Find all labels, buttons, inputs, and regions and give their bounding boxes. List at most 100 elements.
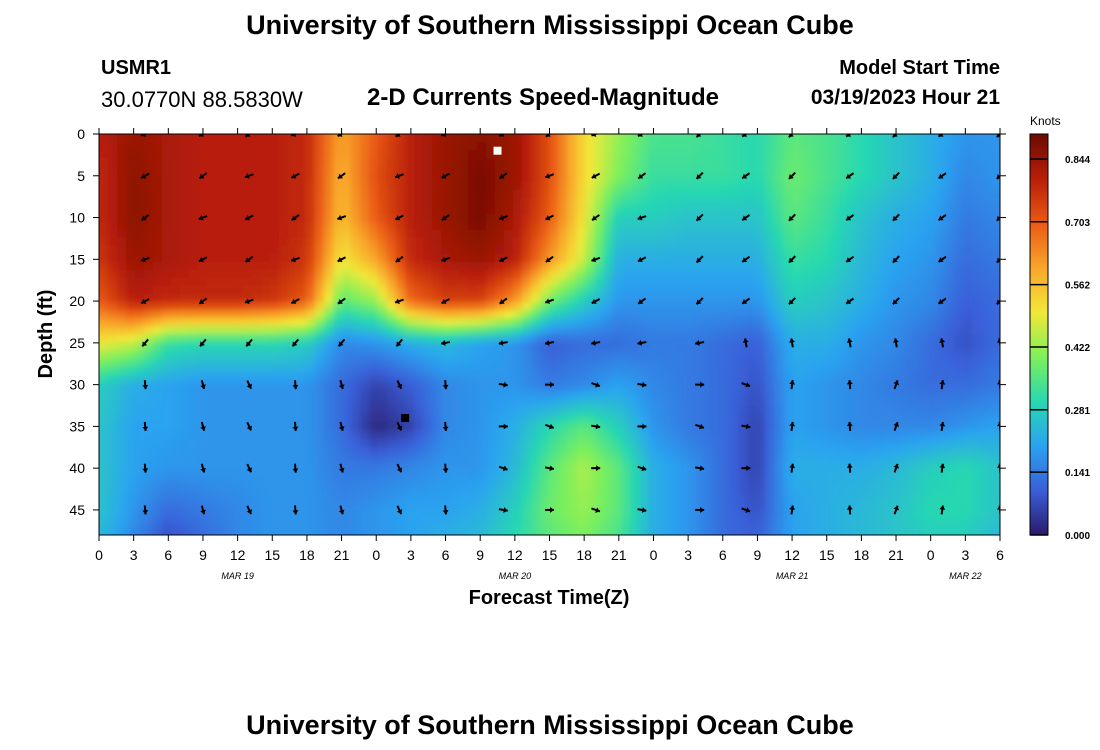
colorbar-tick-label: 0.422: [1065, 343, 1090, 354]
current-vector-arrow: [741, 465, 751, 472]
current-vector-arrow: [637, 214, 647, 221]
current-vector-arrow: [498, 381, 508, 388]
y-tick-label: 15: [69, 251, 85, 267]
current-vector-arrow: [245, 338, 253, 347]
current-vector-arrow: [846, 505, 853, 515]
date-label: MAR 21: [776, 571, 809, 581]
current-vector-arrow: [291, 338, 300, 347]
current-vector-arrow: [198, 134, 206, 137]
current-vector-arrow: [695, 171, 704, 180]
current-vector-arrow: [198, 297, 208, 305]
current-vector-arrow: [337, 214, 347, 221]
current-vector-arrow: [442, 421, 449, 431]
current-vector-arrow: [199, 338, 207, 347]
current-vector-arrow: [244, 214, 254, 221]
current-vector-arrow: [742, 338, 749, 348]
current-vector-arrow: [939, 463, 946, 473]
current-vector-arrow: [395, 134, 402, 138]
current-vector-arrow: [846, 421, 853, 431]
current-vector-arrow: [290, 298, 300, 305]
current-vector-arrow: [498, 214, 508, 221]
current-vector-arrow: [695, 506, 705, 513]
current-vector-arrow: [591, 214, 600, 221]
x-tick-label: 9: [754, 547, 762, 563]
current-vector-arrow: [200, 463, 206, 473]
current-vector-arrow: [140, 214, 150, 221]
current-vector-arrow: [544, 298, 555, 305]
current-vector-arrow: [695, 465, 705, 472]
current-vector-arrow: [637, 507, 647, 513]
current-vector-arrow: [741, 214, 751, 221]
current-vector-arrow: [741, 134, 748, 138]
current-vector-arrow: [937, 255, 947, 263]
current-vector-arrow: [637, 256, 647, 263]
current-vector-arrow: [545, 506, 554, 513]
current-vector-arrow: [244, 173, 254, 179]
x-tick-label: 12: [507, 547, 523, 563]
current-vector-arrow: [198, 172, 208, 180]
x-tick-label: 0: [927, 547, 935, 563]
current-vector-arrow: [637, 423, 647, 430]
chart-subtitle: 2-D Currents Speed-Magnitude: [367, 84, 720, 111]
x-tick-label: 18: [854, 547, 870, 563]
current-vector-arrow: [893, 338, 899, 348]
current-vector-arrow: [394, 298, 404, 305]
current-vector-arrow: [937, 214, 947, 221]
current-vector-arrow: [441, 298, 450, 305]
current-vector-arrow: [544, 423, 555, 430]
x-tick-label: 0: [650, 547, 658, 563]
current-vector-arrow: [789, 380, 796, 390]
current-vector-arrow: [788, 297, 796, 305]
x-axis-label: Forecast Time(Z): [469, 587, 630, 609]
current-vector-arrow: [545, 214, 554, 221]
current-vector-arrow: [789, 338, 795, 348]
current-vector-arrow: [591, 465, 601, 472]
x-tick-label: 15: [819, 547, 835, 563]
current-vector-arrow: [893, 505, 899, 515]
current-vector-arrow: [290, 172, 300, 179]
current-vector-arrow: [939, 421, 946, 431]
current-vector-arrow: [142, 380, 149, 390]
current-vector-arrow: [442, 505, 449, 515]
current-vector-arrow: [498, 256, 508, 263]
x-tick-label: 15: [264, 547, 280, 563]
model-start-label: Model Start Time: [839, 57, 1000, 79]
current-vector-arrow: [244, 298, 254, 305]
current-vector-arrow: [637, 297, 647, 305]
current-vector-arrow: [892, 255, 900, 264]
current-vector-arrow: [394, 214, 404, 221]
colorbar-tick-label: 0.562: [1065, 281, 1090, 292]
current-vector-arrow: [544, 173, 555, 179]
current-vector-arrow: [591, 256, 601, 263]
speed-heatmap: [99, 134, 1000, 535]
current-vector-arrow: [996, 257, 1000, 264]
current-vector-arrow: [440, 256, 451, 263]
current-vector-arrow: [845, 297, 855, 305]
current-vector-arrow: [200, 421, 206, 432]
current-vector-arrow: [695, 381, 705, 388]
current-vector-arrow: [695, 297, 704, 305]
current-vector-arrow: [499, 297, 508, 305]
current-vector-arrow: [292, 380, 299, 390]
current-vector-arrow: [893, 421, 899, 431]
current-vector-arrow: [498, 134, 506, 137]
current-vector-arrow: [788, 134, 794, 138]
current-vector-arrow: [244, 255, 254, 263]
current-vector-arrow: [246, 463, 253, 473]
current-vector-arrow: [200, 380, 206, 390]
current-vector-arrow: [337, 297, 346, 305]
current-vector-arrow: [440, 134, 449, 137]
current-vector-arrow: [337, 338, 346, 347]
current-vector-arrow: [741, 172, 751, 180]
current-vector-arrow: [695, 255, 704, 264]
current-vector-arrow: [396, 421, 403, 431]
current-vector-arrow: [244, 134, 251, 138]
current-vector-arrow: [741, 507, 751, 513]
x-tick-label: 3: [684, 547, 692, 563]
current-vector-arrow: [246, 421, 253, 431]
current-vector-arrow: [996, 299, 1000, 305]
current-vector-arrow: [591, 340, 601, 346]
x-tick-label: 0: [372, 547, 380, 563]
x-tick-label: 9: [199, 547, 207, 563]
y-tick-label: 40: [69, 460, 85, 476]
